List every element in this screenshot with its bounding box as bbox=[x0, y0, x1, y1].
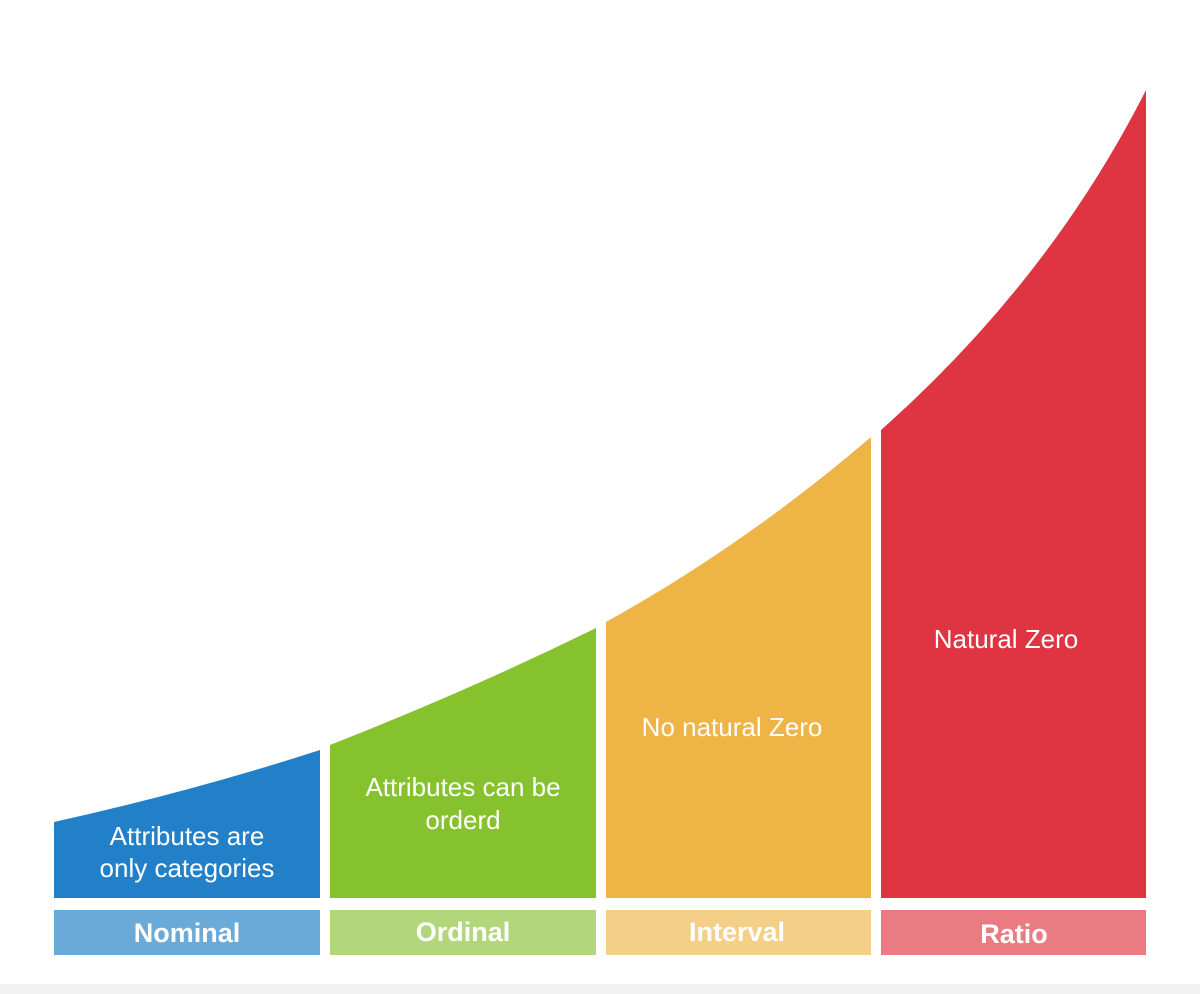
interval-label-bar bbox=[606, 910, 871, 955]
interval-label: Interval bbox=[689, 917, 785, 947]
nominal-label: Nominal bbox=[134, 918, 241, 948]
segment-interval bbox=[606, 437, 871, 898]
ratio-description: Natural Zero bbox=[934, 624, 1079, 654]
ordinal-label: Ordinal bbox=[416, 917, 511, 947]
ordinal-description-line-1: Attributes can be bbox=[365, 772, 560, 802]
segment-ratio bbox=[881, 90, 1146, 898]
ratio-label-bar bbox=[881, 910, 1146, 955]
nominal-description-line-1: Attributes are bbox=[110, 821, 265, 851]
ordinal-description-line-2: orderd bbox=[425, 805, 500, 835]
segment-nominal bbox=[54, 750, 320, 898]
bottom-divider bbox=[0, 984, 1200, 994]
interval-description: No natural Zero bbox=[642, 712, 823, 742]
ratio-label: Ratio bbox=[980, 919, 1048, 949]
segment-ordinal bbox=[330, 628, 596, 898]
nominal-description-line-2: only categories bbox=[100, 853, 275, 883]
nominal-label-bar bbox=[54, 910, 320, 955]
ordinal-label-bar bbox=[330, 910, 596, 955]
